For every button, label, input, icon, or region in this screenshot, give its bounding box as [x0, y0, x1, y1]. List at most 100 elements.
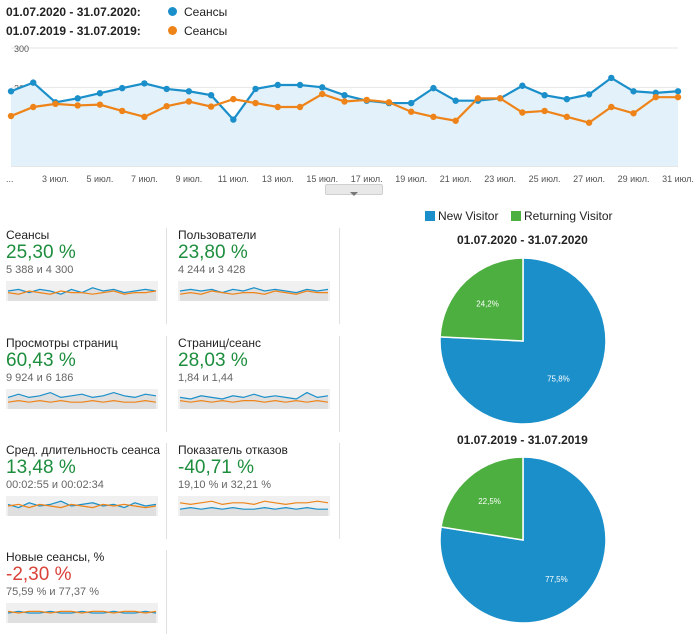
series-area-0: [11, 77, 678, 166]
data-point-series-1: [652, 93, 659, 101]
metrics-separator: [339, 443, 340, 539]
data-point-series-1: [519, 109, 526, 116]
legend-label-new-visitor[interactable]: New Visitor: [438, 209, 499, 223]
pie-slice-label: 24,2%: [476, 300, 499, 309]
metric-2-sparkline-previous: [7, 399, 157, 403]
legend-range-previous: 01.07.2019 - 31.07.2019:: [6, 24, 141, 38]
metric-0-title[interactable]: Сеансы: [6, 228, 50, 242]
legend-row-current: 01.07.2020 - 31.07.2020:: [6, 5, 166, 19]
metric-4-title[interactable]: Сред. длительность сеанса: [6, 443, 161, 457]
data-point-series-1: [30, 103, 37, 111]
pie-chart-previous[interactable]: 77,5% 22,5%: [438, 455, 608, 625]
pie-title-previous: 01.07.2019 - 31.07.2019: [457, 433, 588, 447]
x-tick-label: 21 июл.: [440, 174, 472, 184]
metric-0-compare-values: 5 388 и 4 300: [6, 264, 74, 276]
legend-swatch-new-visitor: [425, 211, 435, 221]
data-point-series-1: [274, 103, 281, 111]
metric-2-change-value: 60,43 %: [6, 350, 76, 371]
data-point-series-1: [96, 101, 104, 108]
metric-0-change-value: 25,30 %: [6, 242, 76, 263]
metric-4-sparkline-previous: [7, 503, 157, 509]
metric-1-sparkline-current: [179, 287, 329, 294]
data-point-series-0: [30, 79, 37, 86]
metric-1-title[interactable]: Пользователи: [178, 228, 257, 242]
metric-5-title[interactable]: Показатель отказов: [178, 443, 288, 457]
data-point-series-1: [452, 117, 459, 124]
x-tick-label: 29 июл.: [618, 174, 650, 184]
data-point-series-0: [296, 81, 304, 89]
data-point-series-1: [230, 95, 237, 103]
metric-5-sparkline: [178, 496, 330, 516]
metric-2-sparkline-area: [8, 392, 156, 409]
pie-chart-current[interactable]: 75,8% 24,2%: [438, 256, 608, 426]
metric-1-change-value: 23,80 %: [178, 242, 248, 263]
legend-metric-previous: Сеансы: [184, 24, 228, 38]
data-point-series-1: [163, 103, 170, 110]
metric-6-title[interactable]: Новые сеансы, %: [6, 550, 105, 564]
x-tick-label: 9 июл.: [175, 174, 202, 184]
data-point-series-0: [608, 74, 615, 82]
pie-slice-label: 75,8%: [547, 374, 570, 383]
data-point-series-1: [141, 113, 148, 121]
metric-4-sparkline: [6, 496, 158, 516]
metric-3-sparkline: [178, 389, 330, 409]
x-tick-label: 27 июл.: [573, 174, 605, 184]
legend-label-returning-visitor[interactable]: Returning Visitor: [524, 209, 613, 223]
data-point-series-1: [363, 96, 370, 104]
data-point-series-0: [674, 88, 682, 95]
legend-dot-previous: [168, 26, 177, 35]
x-tick-label: 7 июл.: [131, 174, 158, 184]
metric-6-change-value: -2,30 %: [6, 564, 72, 585]
metrics-separator: [166, 228, 167, 324]
data-point-series-1: [7, 112, 15, 120]
legend-swatch-returning-visitor: [511, 211, 521, 221]
pie-slice-returning-visitor: [439, 257, 524, 342]
metric-6-sparkline: [6, 603, 158, 623]
metric-2-title[interactable]: Просмотры страниц: [6, 336, 118, 350]
x-tick-label: 3 июл.: [42, 174, 69, 184]
x-tick-label: 31 июл.: [662, 174, 694, 184]
legend-dot-current: [168, 7, 177, 16]
sessions-line-chart[interactable]: 300200100...3 июл.5 июл.7 июл.9 июл.11 и…: [0, 44, 698, 194]
metric-2-sparkline: [6, 389, 158, 409]
data-point-series-0: [319, 84, 326, 91]
data-point-series-1: [430, 113, 437, 121]
metric-1-sparkline-previous: [179, 290, 328, 295]
data-point-series-0: [230, 116, 237, 123]
metric-3-title[interactable]: Страниц/сеанс: [178, 336, 262, 350]
metric-6-sparkline-current: [7, 610, 157, 614]
x-tick-label: 13 июл.: [262, 174, 294, 184]
data-point-series-0: [430, 84, 437, 92]
metric-3-sparkline-current: [179, 391, 329, 400]
data-point-series-0: [7, 88, 15, 95]
data-point-series-0: [274, 81, 281, 89]
metric-2-sparkline-current: [7, 391, 157, 399]
x-tick-label: 5 июл.: [87, 174, 114, 184]
metric-0-sparkline-previous: [7, 290, 157, 295]
x-tick-label: 25 июл.: [529, 174, 561, 184]
metric-3-change-value: 28,03 %: [178, 350, 248, 371]
data-point-series-0: [185, 88, 193, 95]
metric-4-sparkline-area: [8, 501, 156, 516]
data-point-series-1: [252, 99, 259, 107]
data-point-series-1: [474, 95, 482, 102]
chevron-down-icon: [350, 192, 358, 196]
metric-3-compare-values: 1,84 и 1,44: [178, 372, 234, 384]
data-point-series-1: [185, 98, 193, 105]
chart-resize-handle[interactable]: [325, 184, 383, 196]
metric-2-compare-values: 9 924 и 6 186: [6, 372, 74, 384]
metrics-separator: [166, 443, 167, 539]
data-point-series-0: [207, 92, 215, 99]
data-point-series-0: [141, 80, 148, 87]
data-point-series-1: [585, 119, 593, 126]
metric-5-sparkline-current: [179, 506, 328, 510]
metric-6-sparkline-previous: [7, 610, 157, 614]
metrics-separator: [166, 550, 167, 634]
data-point-series-0: [452, 97, 459, 104]
data-point-series-0: [408, 99, 415, 107]
data-point-series-1: [385, 99, 393, 106]
x-tick-label: 15 июл.: [306, 174, 338, 184]
metric-4-change-value: 13,48 %: [6, 457, 76, 478]
data-point-series-0: [252, 85, 259, 93]
data-point-series-0: [74, 95, 81, 102]
